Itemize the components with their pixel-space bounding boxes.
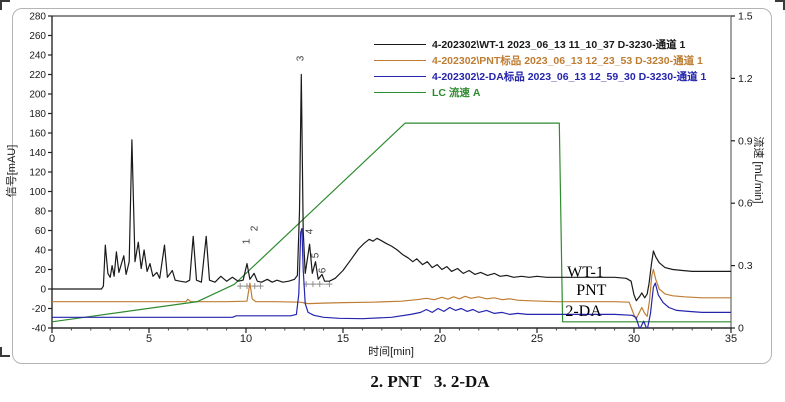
y-left-tick-label: -40 xyxy=(32,324,47,335)
peak-label-6: 6 xyxy=(317,268,329,274)
peak-label-2: 2 xyxy=(249,226,261,232)
peak-label-4: 4 xyxy=(304,229,316,235)
y-right-tick-label: 0.9 xyxy=(738,135,753,147)
y-left-tick-label: 220 xyxy=(29,70,46,81)
x-tick-label: 10 xyxy=(240,333,252,345)
trace-LC-flow xyxy=(52,122,731,323)
legend: 4-202302\WT-1 2023_06_13 11_10_37 D-3230… xyxy=(374,36,706,100)
y-left-tick-label: 120 xyxy=(29,168,46,179)
x-tick-label: 35 xyxy=(725,333,737,345)
legend-line-swatch xyxy=(374,43,426,45)
y-left-tick-label: 260 xyxy=(29,31,46,42)
frame-corner-mark-top-left xyxy=(0,0,10,10)
x-tick-label: 20 xyxy=(434,333,446,345)
y-right-tick-label: 0.6 xyxy=(738,198,753,210)
x-axis-title: 时间[min] xyxy=(368,346,414,358)
y-left-tick-label: 20 xyxy=(35,265,47,276)
figure-border xyxy=(12,8,772,364)
y-axis-title-right: 流速 [mL/min] xyxy=(752,136,764,204)
y-left-tick-label: 140 xyxy=(29,148,46,159)
legend-line-swatch xyxy=(374,75,426,77)
legend-line-swatch xyxy=(374,59,426,61)
y-left-tick-label: 40 xyxy=(35,246,47,257)
y-left-tick-label: 180 xyxy=(29,109,46,120)
y-left-tick-label: 160 xyxy=(29,129,46,140)
x-tick-label: 30 xyxy=(628,333,640,345)
figure-caption: 2. PNT 3. 2-DA xyxy=(370,372,490,391)
y-right-tick-label: 1.2 xyxy=(738,73,753,85)
peak-label-5: 5 xyxy=(310,252,322,258)
y-left-tick-label: 280 xyxy=(29,12,46,23)
legend-item-LC-flow: LC 流速 A xyxy=(374,84,706,100)
frame-corner-mark-top-right xyxy=(775,0,785,10)
legend-item-WT-1: 4-202302\WT-1 2023_06_13 11_10_37 D-3230… xyxy=(374,36,706,52)
trace-PNT xyxy=(52,268,731,320)
trace-annotation-pnt: PNT xyxy=(576,281,607,299)
y-left-tick-label: 240 xyxy=(29,51,46,62)
legend-item-PNT: 4-202302\PNT标品 2023_06_13 12_23_53 D-323… xyxy=(374,52,706,68)
legend-label: 4-202302\2-DA标品 2023_06_13 12_59_30 D-32… xyxy=(432,70,707,83)
y-left-tick-label: -20 xyxy=(32,304,47,315)
legend-line-swatch xyxy=(374,91,426,93)
y-left-tick-label: 0 xyxy=(40,285,46,296)
x-tick-label: 5 xyxy=(146,333,152,345)
legend-label: 4-202302\PNT标品 2023_06_13 12_23_53 D-323… xyxy=(432,54,703,67)
y-right-tick-label: 0 xyxy=(738,323,744,335)
trace-WT-1 xyxy=(52,73,731,302)
y-left-tick-label: 80 xyxy=(35,207,47,218)
y-left-tick-label: 100 xyxy=(29,187,46,198)
y-left-tick-label: 200 xyxy=(29,90,46,101)
legend-label: 4-202302\WT-1 2023_06_13 11_10_37 D-3230… xyxy=(432,38,686,51)
trace-2-DA xyxy=(52,228,731,328)
trace-annotation-2-da: 2-DA xyxy=(565,303,602,321)
legend-item-2-DA: 4-202302\2-DA标品 2023_06_13 12_59_30 D-32… xyxy=(374,68,706,84)
frame-corner-mark-bottom-left xyxy=(0,347,10,357)
x-tick-label: 15 xyxy=(337,333,349,345)
x-tick-label: 25 xyxy=(531,333,543,345)
y-right-tick-label: 1.5 xyxy=(738,11,753,23)
x-tick-label: 0 xyxy=(49,333,55,345)
y-right-tick-label: 0.3 xyxy=(738,260,753,272)
peak-label-3: 3 xyxy=(295,55,307,62)
y-axis-title-left: 信号[mAU] xyxy=(6,144,18,198)
peak-label-1: 1 xyxy=(241,238,253,245)
trace-annotation-wt-1: WT-1 xyxy=(567,264,604,282)
y-left-tick-label: 60 xyxy=(35,226,47,237)
legend-label: LC 流速 A xyxy=(432,86,481,99)
